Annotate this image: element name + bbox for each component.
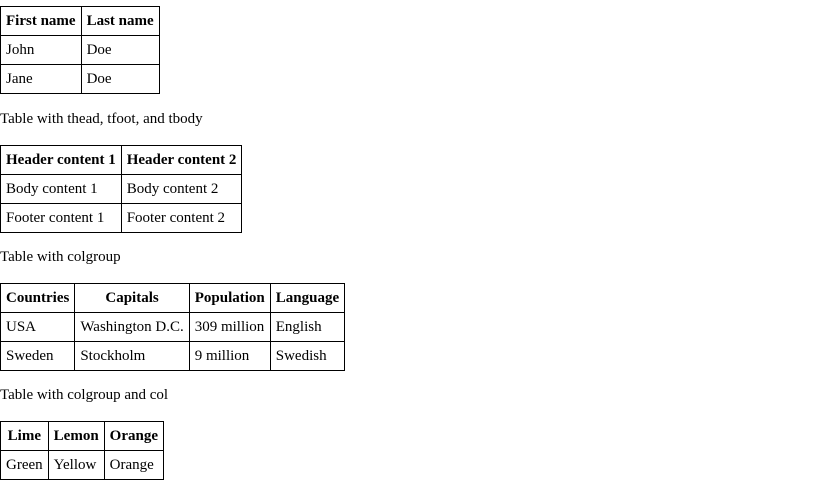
column-header: Language: [269, 283, 346, 313]
table-cell: Jane: [0, 64, 82, 94]
column-header: Population: [188, 283, 271, 313]
table-row: Green Yellow Orange: [0, 450, 164, 480]
table-cell: Green: [0, 450, 49, 480]
column-header: Header content 2: [120, 145, 243, 175]
table-footer-row: Footer content 1 Footer content 2: [0, 203, 243, 233]
table-cell: Sweden: [0, 341, 76, 371]
table-cell: Yellow: [47, 450, 105, 480]
table-cell: 9 million: [188, 341, 271, 371]
column-header: Last name: [80, 6, 160, 36]
colgroup-table: Countries Capitals Population Language U…: [0, 283, 346, 371]
table-cell: Footer content 1: [0, 203, 122, 233]
table-cell: Body content 1: [0, 174, 122, 204]
colgroup-col-table: Lime Lemon Orange Green Yellow Orange: [0, 421, 164, 480]
table-cell: Doe: [80, 64, 160, 94]
table-row: Sweden Stockholm 9 million Swedish: [0, 341, 346, 371]
names-table: First name Last name John Doe Jane Doe: [0, 6, 160, 94]
thead-tfoot-tbody-table: Header content 1 Header content 2 Body c…: [0, 145, 243, 233]
table-cell: 309 million: [188, 312, 271, 342]
table-row: John Doe: [0, 35, 160, 65]
section-caption: Table with thead, tfoot, and tbody: [0, 111, 203, 127]
column-header: Lime: [0, 421, 49, 451]
section-caption: Table with colgroup and col: [0, 387, 169, 403]
table-cell: USA: [0, 312, 76, 342]
table-cell: Body content 2: [120, 174, 243, 204]
table-row: Body content 1 Body content 2: [0, 174, 243, 204]
section-caption: Table with colgroup: [0, 249, 121, 265]
column-header: Lemon: [47, 421, 105, 451]
table-header-row: Header content 1 Header content 2: [0, 145, 243, 175]
column-header: Capitals: [74, 283, 190, 313]
table-cell: English: [269, 312, 346, 342]
column-header: Header content 1: [0, 145, 122, 175]
table-cell: Washington D.C.: [74, 312, 190, 342]
table-header-row: Lime Lemon Orange: [0, 421, 164, 451]
table-row: USA Washington D.C. 309 million English: [0, 312, 346, 342]
table-cell: Stockholm: [74, 341, 190, 371]
column-header: Orange: [103, 421, 164, 451]
table-cell: Orange: [103, 450, 164, 480]
table-cell: Footer content 2: [120, 203, 243, 233]
table-cell: John: [0, 35, 82, 65]
column-header: Countries: [0, 283, 76, 313]
table-cell: Swedish: [269, 341, 346, 371]
table-header-row: Countries Capitals Population Language: [0, 283, 346, 313]
table-row: Jane Doe: [0, 64, 160, 94]
table-header-row: First name Last name: [0, 6, 160, 36]
table-cell: Doe: [80, 35, 160, 65]
column-header: First name: [0, 6, 82, 36]
